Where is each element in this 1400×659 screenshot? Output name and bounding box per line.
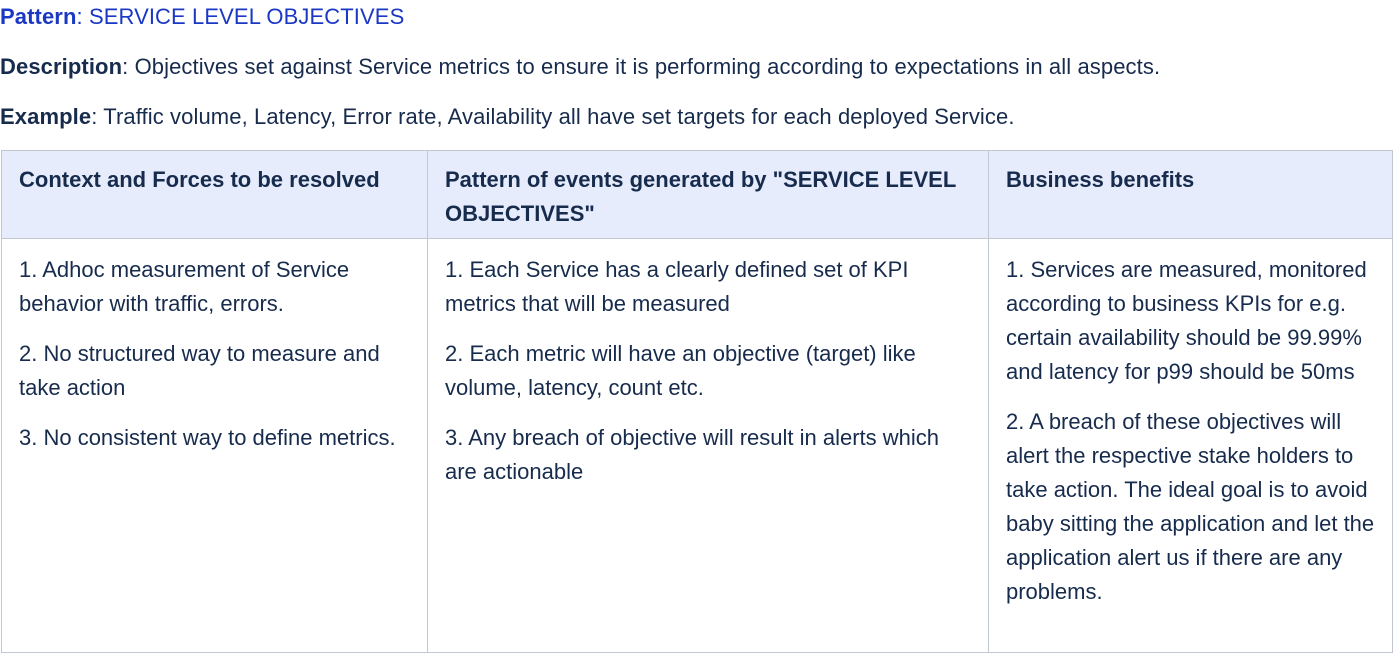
benefits-cell: 1. Services are measured, monitored acco… — [988, 238, 1393, 653]
events-item-1: 1. Each Service has a clearly defined se… — [445, 257, 909, 316]
pattern-line: Pattern: SERVICE LEVEL OBJECTIVES — [0, 4, 405, 29]
column-header-events: Pattern of events generated by "SERVICE … — [427, 150, 989, 239]
table-row: 1. Adhoc measurement of Service behavior… — [1, 238, 1393, 653]
pattern-label: Pattern — [0, 4, 77, 29]
column-header-context: Context and Forces to be resolved — [1, 150, 428, 239]
context-item-3: 3. No consistent way to define metrics. — [19, 425, 396, 450]
context-item-2: 2. No structured way to measure and take… — [19, 341, 380, 400]
column-header-benefits: Business benefits — [988, 150, 1393, 239]
pattern-value: SERVICE LEVEL OBJECTIVES — [88, 4, 405, 29]
events-item-3: 3. Any breach of objective will result i… — [445, 425, 940, 484]
benefits-item-1: 1. Services are measured, monitored acco… — [1006, 257, 1367, 384]
pattern-table: Context and Forces to be resolved Patter… — [1, 150, 1393, 653]
example-value: Traffic volume, Latency, Error rate, Ava… — [103, 104, 1015, 129]
example-line: Example: Traffic volume, Latency, Error … — [0, 104, 1015, 129]
table-header-row: Context and Forces to be resolved Patter… — [1, 150, 1393, 239]
description-label: Description — [0, 54, 123, 79]
context-cell: 1. Adhoc measurement of Service behavior… — [1, 238, 428, 653]
description-line: Description: Objectives set against Serv… — [0, 54, 1161, 79]
description-value: Objectives set against Service metrics t… — [134, 54, 1161, 79]
events-item-2: 2. Each metric will have an objective (t… — [445, 341, 916, 400]
events-cell: 1. Each Service has a clearly defined se… — [427, 238, 989, 653]
example-label: Example — [0, 104, 92, 129]
context-item-1: 1. Adhoc measurement of Service behavior… — [19, 257, 350, 316]
benefits-item-2: 2. A breach of these objectives will ale… — [1006, 409, 1375, 604]
